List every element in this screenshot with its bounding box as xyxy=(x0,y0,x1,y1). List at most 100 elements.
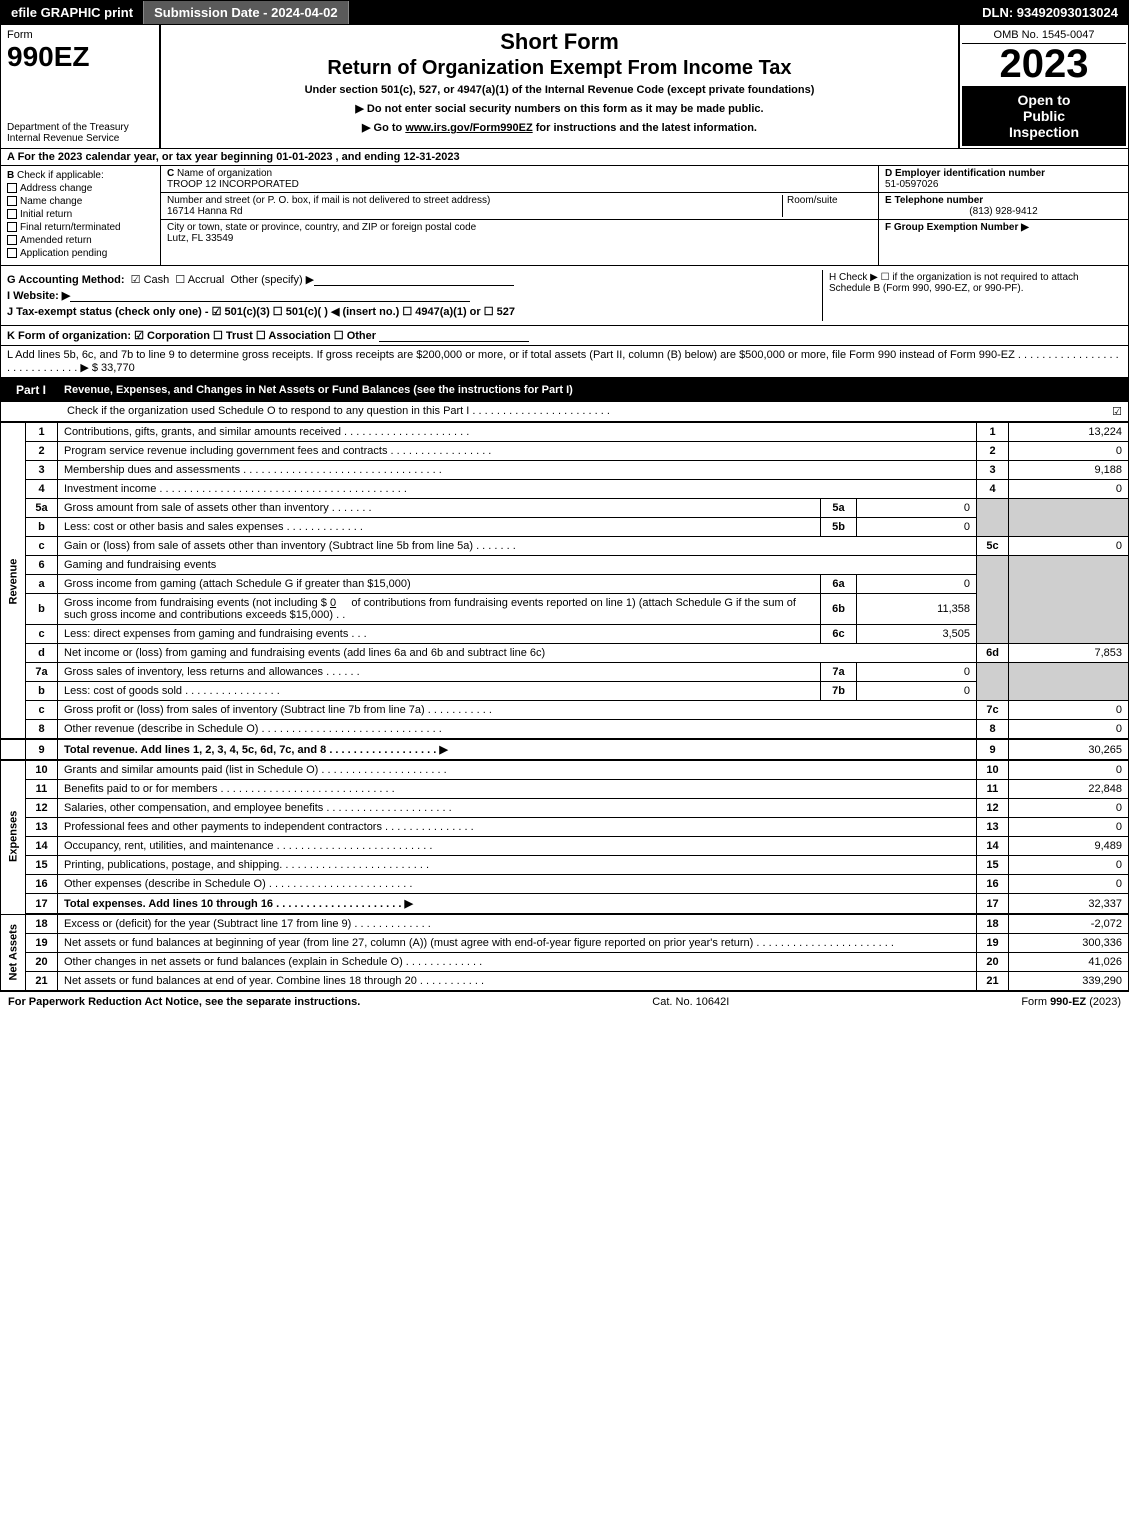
l1-text: Contributions, gifts, grants, and simila… xyxy=(58,423,977,442)
row-k-text: K Form of organization: ☑ Corporation ☐ … xyxy=(7,330,376,342)
l6-text: Gaming and fundraising events xyxy=(58,556,977,575)
topbar: efile GRAPHIC print Submission Date - 20… xyxy=(0,0,1129,25)
grey-7b xyxy=(1009,663,1129,701)
l21-text: Net assets or fund balances at end of ye… xyxy=(58,972,977,991)
e-label: E Telephone number xyxy=(885,195,983,206)
l7a-text: Gross sales of inventory, less returns a… xyxy=(58,663,821,682)
l14-text: Occupancy, rent, utilities, and maintena… xyxy=(58,837,977,856)
part-i-checkbox[interactable]: ☑ xyxy=(1112,405,1122,418)
row-bcd: B Check if applicable: Address change Na… xyxy=(1,166,1128,265)
l11-amt: 22,848 xyxy=(1009,780,1129,799)
l15-rn: 15 xyxy=(977,856,1009,875)
chk-address[interactable]: Address change xyxy=(7,183,154,194)
c-letter: C xyxy=(167,168,174,179)
d-group: F Group Exemption Number ▶ xyxy=(879,220,1128,235)
c-city-row: City or town, state or province, country… xyxy=(161,220,878,246)
l7c-text: Gross profit or (loss) from sales of inv… xyxy=(58,701,977,720)
chk-name[interactable]: Name change xyxy=(7,196,154,207)
chk-final[interactable]: Final return/terminated xyxy=(7,222,154,233)
l18-rn: 18 xyxy=(977,914,1009,934)
l7a-sa: 0 xyxy=(857,663,977,682)
footer-center: Cat. No. 10642I xyxy=(652,996,729,1008)
l6b-text: Gross income from fundraising events (no… xyxy=(58,594,821,625)
g-other-input[interactable] xyxy=(314,274,514,286)
row-j-text: J Tax-exempt status (check only one) - ☑… xyxy=(7,306,515,318)
i-label: I Website: ▶ xyxy=(7,290,70,302)
l20-amt: 41,026 xyxy=(1009,953,1129,972)
page-footer: For Paperwork Reduction Act Notice, see … xyxy=(0,991,1129,1012)
l15-num: 15 xyxy=(26,856,58,875)
l9-num: 9 xyxy=(26,739,58,760)
l4-rn: 4 xyxy=(977,480,1009,499)
ghij-block: G Accounting Method: ☑ Cash ☐ Accrual Ot… xyxy=(0,266,1129,326)
sidebar-netassets: Net Assets xyxy=(1,914,26,991)
l10-rn: 10 xyxy=(977,760,1009,780)
l5c-rn: 5c xyxy=(977,537,1009,556)
c-street-row: Number and street (or P. O. box, if mail… xyxy=(161,193,878,220)
l15-text: Printing, publications, postage, and shi… xyxy=(58,856,977,875)
row-a-text: A For the 2023 calendar year, or tax yea… xyxy=(7,151,460,163)
l12-rn: 12 xyxy=(977,799,1009,818)
l13-rn: 13 xyxy=(977,818,1009,837)
l19-amt: 300,336 xyxy=(1009,934,1129,953)
room-suite: Room/suite xyxy=(782,195,872,217)
topbar-fill xyxy=(349,1,973,24)
part-i-label: Part I xyxy=(8,381,54,399)
l14-rn: 14 xyxy=(977,837,1009,856)
l17-amt: 32,337 xyxy=(1009,894,1129,915)
sidebar-revenue: Revenue xyxy=(1,423,26,740)
l6b-sa: 11,358 xyxy=(857,594,977,625)
l12-amt: 0 xyxy=(1009,799,1129,818)
rev-spacer xyxy=(1,739,26,760)
phone-value: (813) 928-9412 xyxy=(885,206,1122,217)
chk-application[interactable]: Application pending xyxy=(7,248,154,259)
l18-amt: -2,072 xyxy=(1009,914,1129,934)
l9-text-b: Total revenue. Add lines 1, 2, 3, 4, 5c,… xyxy=(64,744,448,756)
insp1: Open to xyxy=(1018,92,1071,108)
l1-amt: 13,224 xyxy=(1009,423,1129,442)
form-label: Form xyxy=(7,29,33,41)
chk-amended[interactable]: Amended return xyxy=(7,235,154,246)
col-c: C Name of organization TROOP 12 INCORPOR… xyxy=(161,166,878,265)
g-label: G Accounting Method: xyxy=(7,274,125,286)
d-phone: E Telephone number (813) 928-9412 xyxy=(879,193,1128,220)
g-cash: Cash xyxy=(144,274,170,286)
grey-5b xyxy=(1009,499,1129,537)
l6d-text: Net income or (loss) from gaming and fun… xyxy=(58,644,977,663)
part-i-check-text: Check if the organization used Schedule … xyxy=(7,405,1112,418)
header-left: Form 990EZ Department of the Treasury In… xyxy=(1,25,161,148)
chk-name-label: Name change xyxy=(20,196,82,207)
l15-amt: 0 xyxy=(1009,856,1129,875)
part-i-header: Part I Revenue, Expenses, and Changes in… xyxy=(0,378,1129,402)
l4-num: 4 xyxy=(26,480,58,499)
l18-num: 18 xyxy=(26,914,58,934)
l2-rn: 2 xyxy=(977,442,1009,461)
g-other: Other (specify) ▶ xyxy=(231,274,315,286)
l6b-inline-amt: 0 xyxy=(330,597,336,609)
l4-amt: 0 xyxy=(1009,480,1129,499)
l17-text-b: Total expenses. Add lines 10 through 16 … xyxy=(64,898,413,910)
ghij-left: G Accounting Method: ☑ Cash ☐ Accrual Ot… xyxy=(7,270,822,321)
l7c-rn: 7c xyxy=(977,701,1009,720)
l5b-num: b xyxy=(26,518,58,537)
sidebar-expenses: Expenses xyxy=(1,760,26,914)
chk-initial[interactable]: Initial return xyxy=(7,209,154,220)
l5a-text: Gross amount from sale of assets other t… xyxy=(58,499,821,518)
l5c-amt: 0 xyxy=(1009,537,1129,556)
l5c-text: Gain or (loss) from sale of assets other… xyxy=(58,537,977,556)
row-l-text: L Add lines 5b, 6c, and 7b to line 9 to … xyxy=(7,349,1119,374)
l13-text: Professional fees and other payments to … xyxy=(58,818,977,837)
l7b-sn: 7b xyxy=(821,682,857,701)
row-j: J Tax-exempt status (check only one) - ☑… xyxy=(7,305,822,318)
website-input[interactable] xyxy=(70,290,470,302)
l16-text: Other expenses (describe in Schedule O) … xyxy=(58,875,977,894)
c-name-row: C Name of organization TROOP 12 INCORPOR… xyxy=(161,166,878,193)
row-a: A For the 2023 calendar year, or tax yea… xyxy=(1,149,1128,166)
l19-text: Net assets or fund balances at beginning… xyxy=(58,934,977,953)
l19-num: 19 xyxy=(26,934,58,953)
city-label: City or town, state or province, country… xyxy=(167,222,476,233)
row-h: H Check ▶ ☐ if the organization is not r… xyxy=(822,270,1122,321)
k-other-input[interactable] xyxy=(379,330,529,342)
footer-left: For Paperwork Reduction Act Notice, see … xyxy=(8,996,360,1008)
part-i-title: Revenue, Expenses, and Changes in Net As… xyxy=(64,384,1121,396)
